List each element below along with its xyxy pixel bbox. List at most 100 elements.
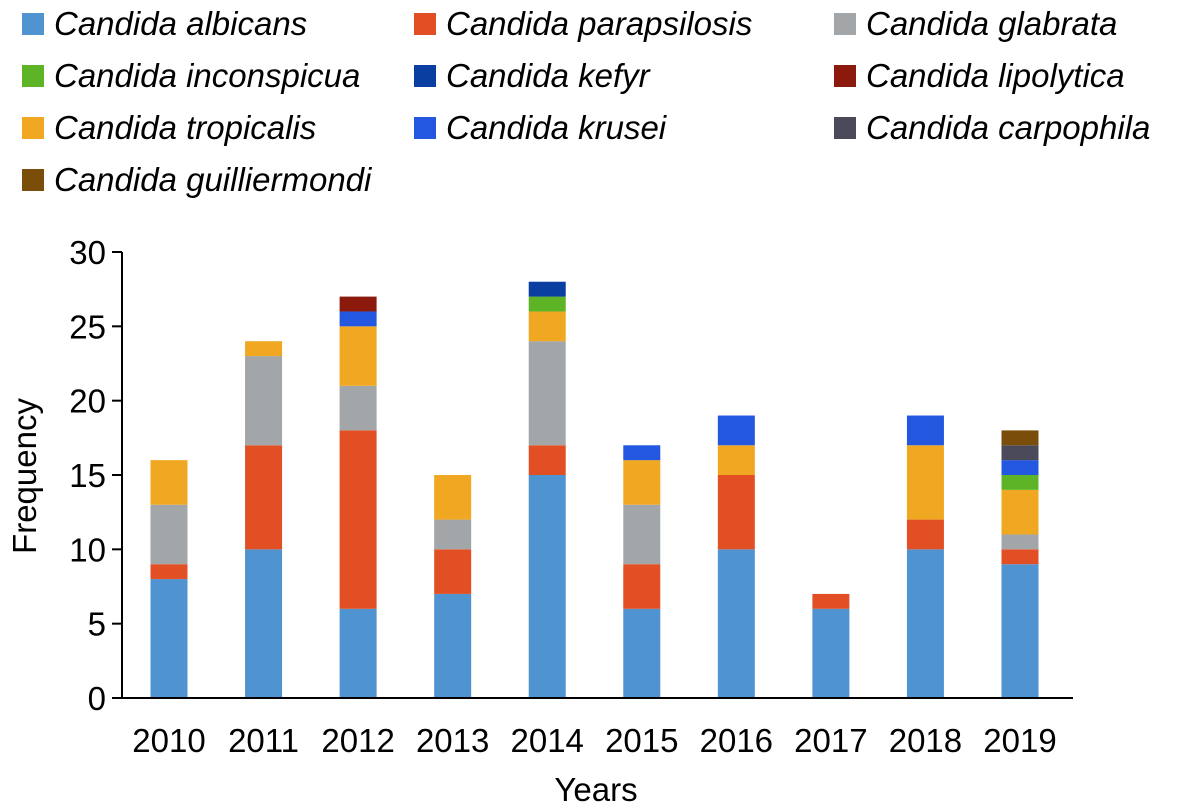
legend-item-candida-krusei: Candida krusei [414, 108, 666, 148]
bar-2016-candida-parapsilosis [717, 475, 755, 550]
legend-swatch [414, 65, 436, 87]
bar-2019-candida-carpophila [1001, 445, 1039, 461]
bar-2017-candida-parapsilosis [812, 593, 850, 609]
bar-2016-candida-albicans [717, 549, 755, 698]
legend-item-candida-parapsilosis: Candida parapsilosis [414, 4, 752, 44]
bar-2010-candida-tropicalis [150, 460, 188, 505]
bar-2019-candida-albicans [1001, 564, 1039, 698]
bar-2019-candida-tropicalis [1001, 489, 1039, 535]
x-tick-label: 2014 [511, 722, 584, 759]
legend-item-candida-inconspicua: Candida inconspicua [22, 56, 360, 96]
y-tick-label: 5 [88, 606, 106, 643]
bar-2015-candida-krusei [623, 445, 661, 461]
legend-swatch [414, 13, 436, 35]
bar-2014-candida-glabrata [528, 341, 566, 446]
legend-item-candida-albicans: Candida albicans [22, 4, 307, 44]
y-tick-label: 25 [69, 308, 106, 345]
bar-2014-candida-parapsilosis [528, 445, 566, 475]
bar-2014-candida-albicans [528, 475, 566, 698]
y-tick-label: 30 [69, 234, 106, 271]
bar-2011-candida-tropicalis [245, 341, 283, 357]
bar-2016-candida-tropicalis [717, 445, 755, 475]
legend-item-candida-tropicalis: Candida tropicalis [22, 108, 316, 148]
bar-2017-candida-albicans [812, 608, 850, 698]
legend-label: Candida carpophila [866, 109, 1151, 146]
x-tick-label: 2017 [794, 722, 867, 759]
legend-label: Candida guilliermondi [54, 161, 372, 198]
legend-item-candida-glabrata: Candida glabrata [834, 4, 1117, 44]
x-tick-label: 2016 [700, 722, 773, 759]
y-tick-label: 0 [88, 680, 106, 717]
legend-label: Candida kefyr [446, 57, 650, 94]
bar-2012-candida-glabrata [339, 385, 377, 431]
bar-2013-candida-glabrata [434, 519, 472, 550]
x-tick-label: 2012 [321, 722, 394, 759]
legend-swatch [834, 13, 856, 35]
bar-2015-candida-parapsilosis [623, 564, 661, 609]
bar-2010-candida-albicans [150, 579, 188, 698]
bar-2018-candida-krusei [906, 415, 944, 446]
bar-2015-candida-albicans [623, 608, 661, 698]
bar-2012-candida-lipolytica [339, 296, 377, 312]
bar-2014-candida-kefyr [528, 281, 566, 297]
legend-swatch [414, 117, 436, 139]
legend-label: Candida glabrata [866, 5, 1118, 42]
bar-2018-candida-tropicalis [906, 445, 944, 520]
bar-2015-candida-tropicalis [623, 460, 661, 505]
bar-2019-candida-glabrata [1001, 534, 1039, 550]
bar-2019-candida-krusei [1001, 460, 1039, 475]
legend-item-candida-kefyr: Candida kefyr [414, 56, 650, 96]
bar-2013-candida-parapsilosis [434, 549, 472, 594]
legend-swatch [22, 117, 44, 139]
bar-2011-candida-parapsilosis [245, 445, 283, 550]
x-tick-label: 2018 [889, 722, 962, 759]
x-tick-label: 2013 [416, 722, 489, 759]
legend-label: Candida inconspicua [54, 57, 361, 94]
bar-2012-candida-tropicalis [339, 326, 377, 386]
y-tick-label: 10 [69, 531, 106, 568]
bar-2010-candida-glabrata [150, 504, 188, 565]
legend-label: Candida krusei [446, 109, 667, 146]
bar-2012-candida-albicans [339, 608, 377, 698]
x-tick-label: 2019 [983, 722, 1056, 759]
y-axis-label: Frequency [6, 398, 43, 554]
bar-2019-candida-inconspicua [1001, 475, 1039, 490]
bar-2010-candida-parapsilosis [150, 564, 188, 580]
bars [150, 281, 1039, 698]
y-tick-label: 15 [69, 457, 106, 494]
bar-2011-candida-glabrata [245, 356, 283, 446]
bar-2018-candida-albicans [906, 549, 944, 698]
legend-item-candida-carpophila: Candida carpophila [834, 108, 1150, 148]
y-tick-label: 20 [69, 383, 106, 420]
legend-item-candida-guilliermondi: Candida guilliermondi [22, 160, 371, 200]
legend-item-candida-lipolytica: Candida lipolytica [834, 56, 1125, 96]
legend: Candida albicans Candida parapsilosis Cand… [22, 4, 1172, 214]
axes: 0 5 10 15 20 25 30 2010 2011 2012 2013 2014 2015 2016… [69, 234, 1073, 759]
bar-2012-candida-krusei [339, 311, 377, 327]
bar-2014-candida-tropicalis [528, 311, 566, 342]
x-axis-label: Years [554, 771, 637, 808]
legend-label: Candida tropicalis [54, 109, 317, 146]
legend-label: Candida parapsilosis [446, 5, 753, 42]
bar-2012-candida-parapsilosis [339, 430, 377, 609]
bar-2019-candida-parapsilosis [1001, 549, 1039, 565]
legend-swatch [834, 65, 856, 87]
legend-swatch [22, 65, 44, 87]
x-tick-label: 2015 [605, 722, 678, 759]
bar-2013-candida-tropicalis [434, 475, 472, 520]
bar-2015-candida-glabrata [623, 504, 661, 565]
legend-label: Candida lipolytica [866, 57, 1125, 94]
legend-swatch [22, 13, 44, 35]
x-tick-label: 2011 [228, 722, 299, 759]
legend-label: Candida albicans [54, 5, 308, 42]
bar-2016-candida-krusei [717, 415, 755, 446]
bar-2019-candida-guilliermondi [1001, 430, 1039, 446]
bar-2018-candida-parapsilosis [906, 519, 944, 550]
bar-2011-candida-albicans [245, 549, 283, 698]
bar-2014-candida-inconspicua [528, 296, 566, 312]
bar-2013-candida-albicans [434, 593, 472, 698]
legend-swatch [22, 169, 44, 191]
legend-swatch [834, 117, 856, 139]
x-tick-label: 2010 [132, 722, 205, 759]
